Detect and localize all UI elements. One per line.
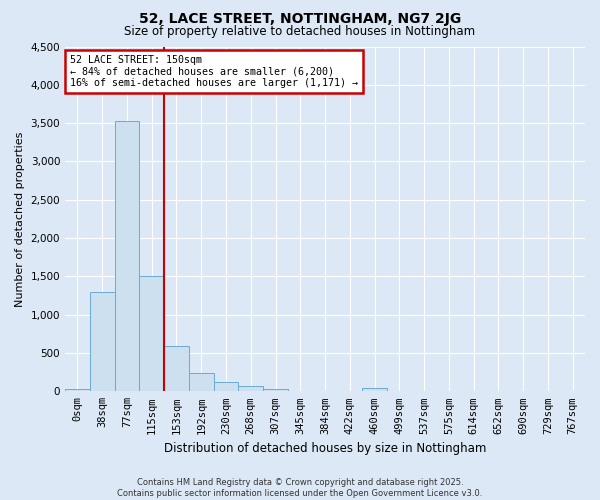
Text: 52 LACE STREET: 150sqm
← 84% of detached houses are smaller (6,200)
16% of semi-: 52 LACE STREET: 150sqm ← 84% of detached… [70,55,358,88]
Bar [115,121,139,392]
Y-axis label: Number of detached properties: Number of detached properties [15,131,25,306]
Bar [189,372,214,392]
X-axis label: Distribution of detached houses by size in Nottingham: Distribution of detached houses by size … [164,442,486,455]
Text: 52, LACE STREET, NOTTINGHAM, NG7 2JG: 52, LACE STREET, NOTTINGHAM, NG7 2JG [139,12,461,26]
Bar [214,382,238,392]
Bar [139,276,164,392]
Text: Size of property relative to detached houses in Nottingham: Size of property relative to detached ho… [124,25,476,38]
Bar [263,389,288,392]
Bar [362,388,387,392]
Bar [288,390,313,392]
Text: Contains HM Land Registry data © Crown copyright and database right 2025.
Contai: Contains HM Land Registry data © Crown c… [118,478,482,498]
Bar [238,386,263,392]
Bar [65,389,90,392]
Bar [90,292,115,392]
Bar [164,346,189,392]
